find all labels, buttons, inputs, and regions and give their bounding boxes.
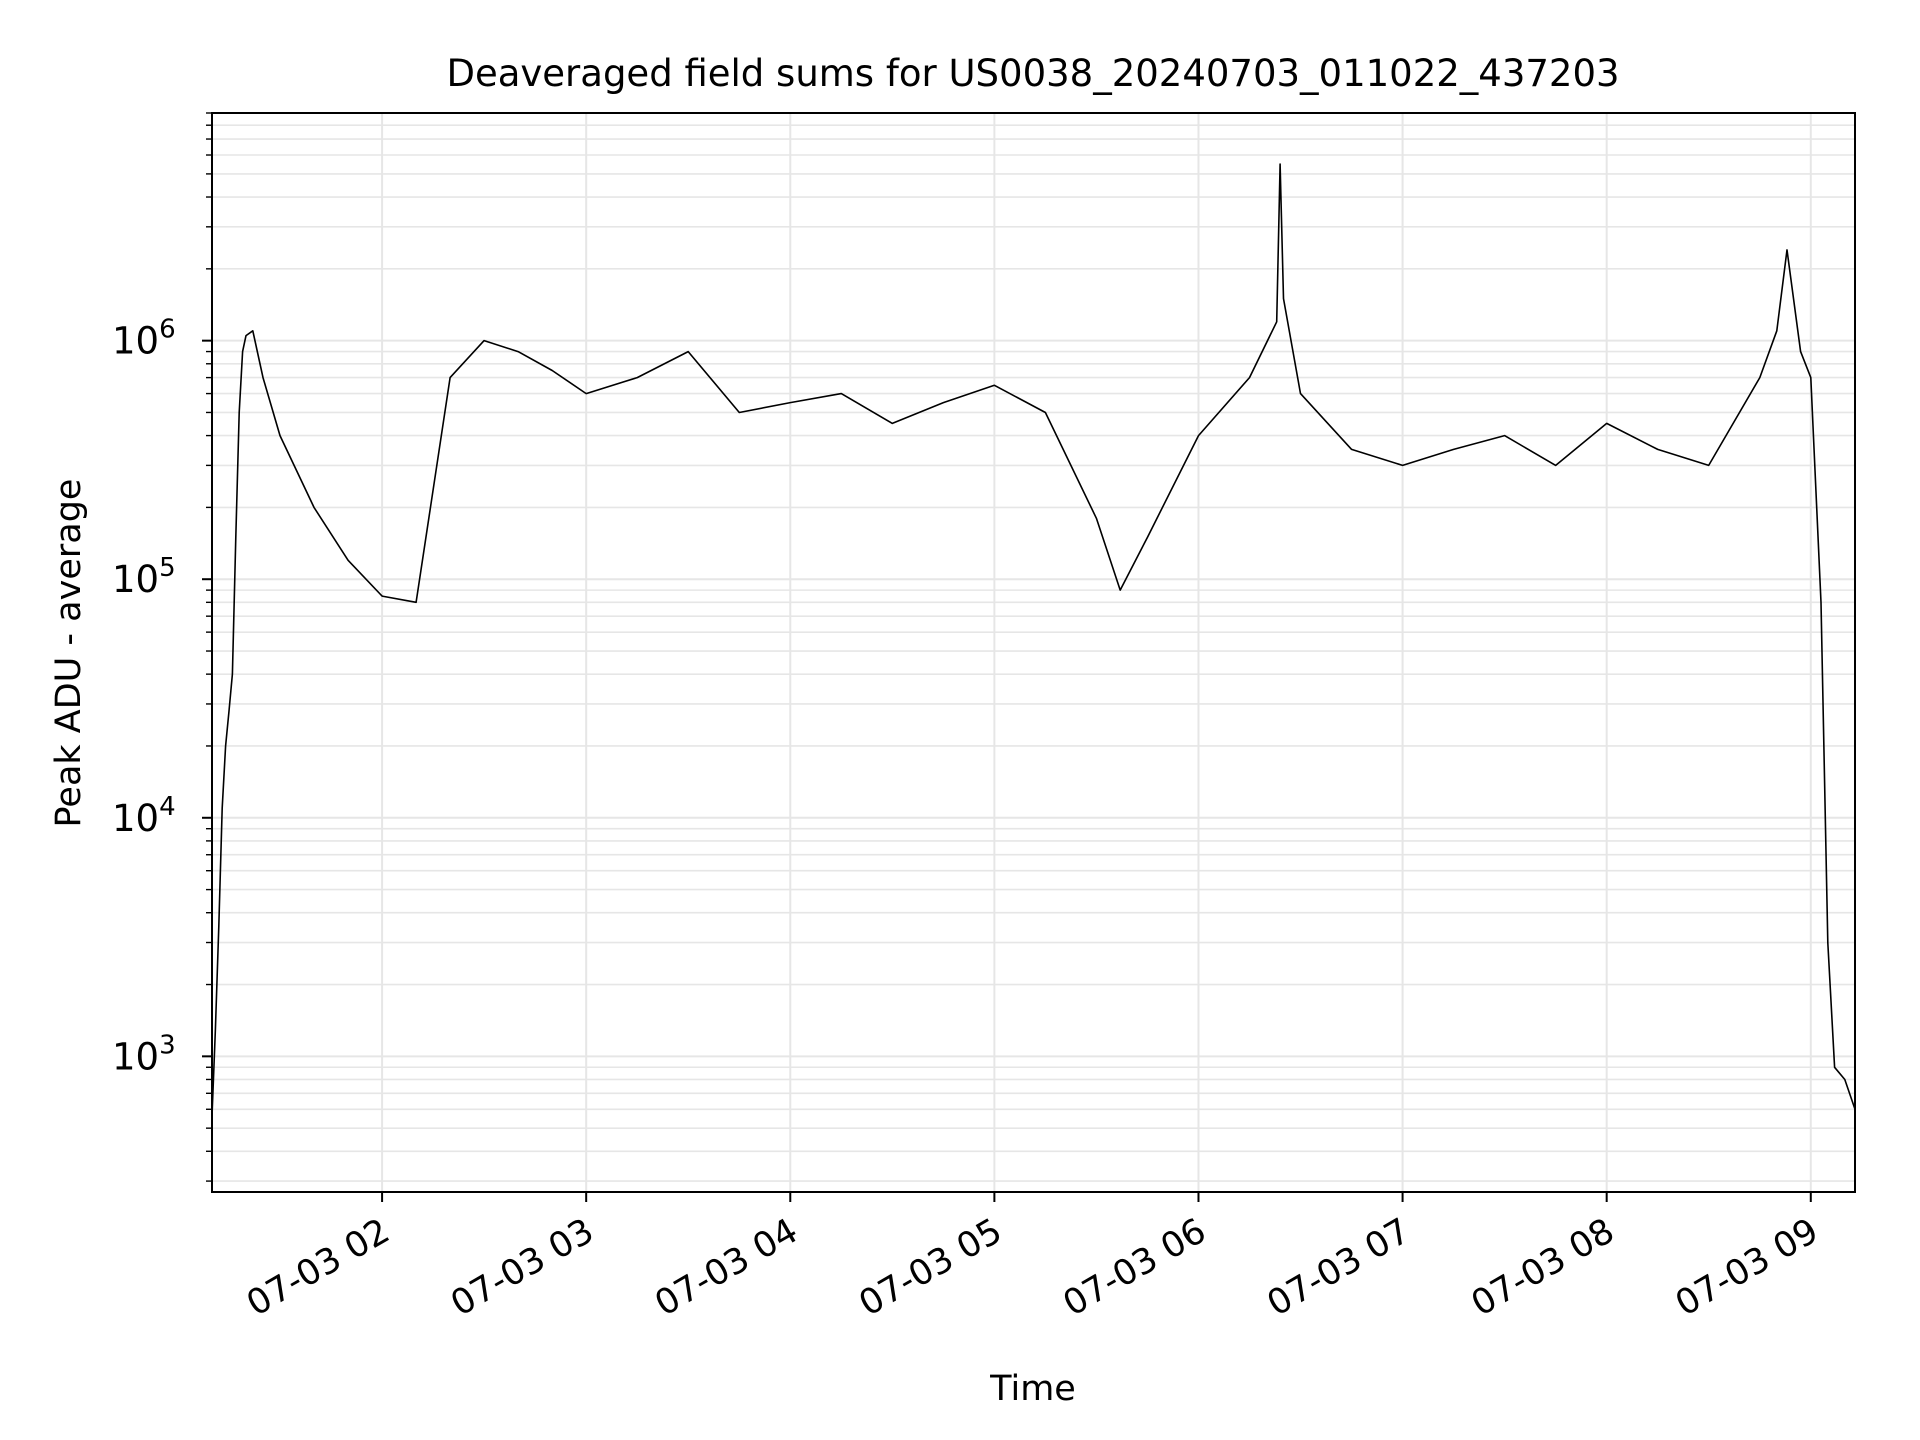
chart-title: Deaveraged field sums for US0038_2024070… [446,52,1619,95]
y-axis: 103 104 105 106 [112,112,212,1182]
series-layer [211,163,1856,1117]
grid [212,112,1855,1192]
series-line [211,163,1856,1117]
y-tick-label: 104 [112,792,176,840]
y-tick-label: 106 [112,315,176,363]
y-tick-label: 105 [112,553,176,601]
x-axis-label: Time [989,1369,1076,1409]
y-axis-label: Peak ADU - average [49,479,89,828]
y-tick-label: 103 [112,1030,176,1078]
plot-area-frame [211,112,1856,1193]
